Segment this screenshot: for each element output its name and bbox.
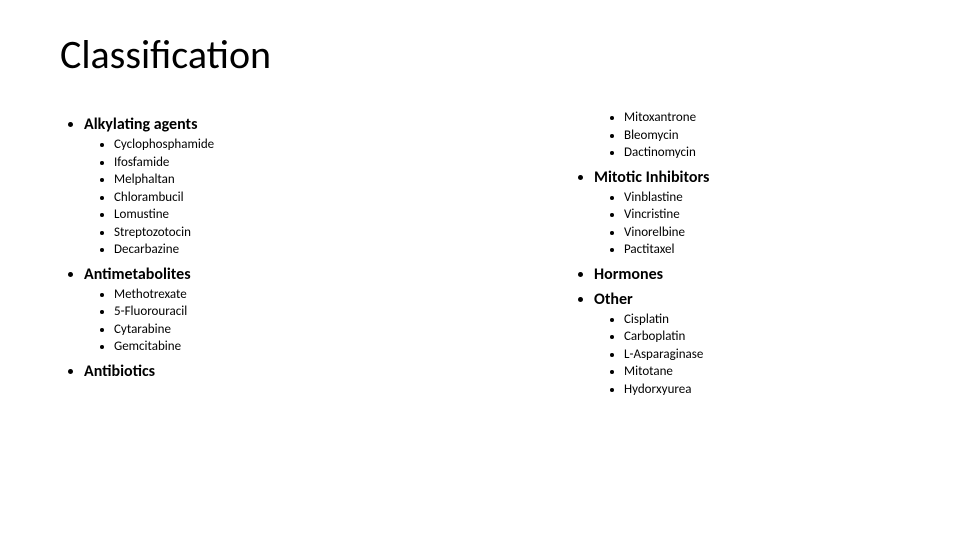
list-item: Ifosfamide xyxy=(114,154,390,172)
item-list: Vinblastine Vincristine Vinorelbine Pact… xyxy=(594,189,900,259)
list-item: Chlorambucil xyxy=(114,189,390,207)
list-item: Bleomycin xyxy=(624,127,900,145)
item-list: Cyclophosphamide Ifosfamide Melphaltan C… xyxy=(84,136,390,259)
list-item: L-Asparaginase xyxy=(624,346,900,364)
category-heading: Other Cisplatin Carboplatin L-Asparagina… xyxy=(594,290,900,399)
list-item: Vinorelbine xyxy=(624,224,900,242)
right-column: Mitoxantrone Bleomycin Dactinomycin Mito… xyxy=(570,109,900,405)
heading-text: Hormones xyxy=(594,265,663,284)
slide-title: Classification xyxy=(60,30,900,79)
heading-text: Other xyxy=(594,290,633,309)
list-item: Melphaltan xyxy=(114,171,390,189)
list-item: Carboplatin xyxy=(624,328,900,346)
list-item: Cisplatin xyxy=(624,311,900,329)
list-item: Dactinomycin xyxy=(624,144,900,162)
heading-text: Antibiotics xyxy=(84,362,155,381)
list-item: Lomustine xyxy=(114,206,390,224)
list-item: Vinblastine xyxy=(624,189,900,207)
list-item: Vincristine xyxy=(624,206,900,224)
right-sections-list: Mitotic Inhibitors Vinblastine Vincristi… xyxy=(570,168,900,399)
list-item: 5-Fluorouracil xyxy=(114,303,390,321)
list-item: Decarbazine xyxy=(114,241,390,259)
category-heading: Hormones xyxy=(594,265,900,284)
list-item: Streptozotocin xyxy=(114,224,390,242)
list-item: Pactitaxel xyxy=(624,241,900,259)
category-heading: Mitotic Inhibitors Vinblastine Vincristi… xyxy=(594,168,900,259)
orphan-list: Mitoxantrone Bleomycin Dactinomycin xyxy=(570,109,900,162)
list-item: Mitoxantrone xyxy=(624,109,900,127)
heading-text: Alkylating agents xyxy=(84,115,197,134)
category-heading: Antibiotics xyxy=(84,362,390,381)
list-item: Methotrexate xyxy=(114,286,390,304)
list-item: Hydorxyurea xyxy=(624,381,900,399)
item-list: Cisplatin Carboplatin L-Asparaginase Mit… xyxy=(594,311,900,399)
slide: Classification Alkylating agents Cycloph… xyxy=(0,0,960,540)
category-heading: Alkylating agents Cyclophosphamide Ifosf… xyxy=(84,115,390,259)
list-item: Cytarabine xyxy=(114,321,390,339)
list-item: Gemcitabine xyxy=(114,338,390,356)
item-list: Methotrexate 5-Fluorouracil Cytarabine G… xyxy=(84,286,390,356)
heading-text: Mitotic Inhibitors xyxy=(594,168,709,187)
list-item: Mitotane xyxy=(624,363,900,381)
heading-text: Antimetabolites xyxy=(84,265,191,284)
left-list: Alkylating agents Cyclophosphamide Ifosf… xyxy=(60,115,390,381)
content-columns: Alkylating agents Cyclophosphamide Ifosf… xyxy=(60,109,900,405)
list-item: Cyclophosphamide xyxy=(114,136,390,154)
category-heading: Antimetabolites Methotrexate 5-Fluoroura… xyxy=(84,265,390,356)
left-column: Alkylating agents Cyclophosphamide Ifosf… xyxy=(60,109,390,405)
